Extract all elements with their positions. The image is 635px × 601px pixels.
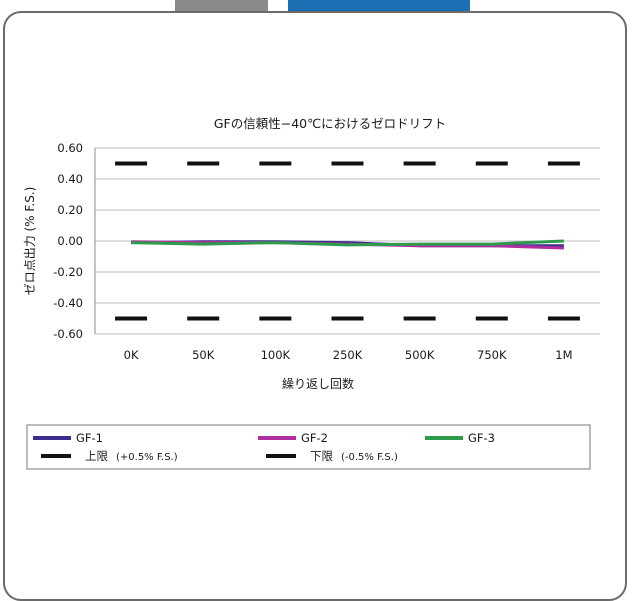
legend-label: 下限 (-0.5% F.S.) bbox=[310, 449, 398, 463]
x-tick-labels: 0K 50K 100K 250K 500K 750K 1M bbox=[124, 348, 573, 362]
y-tick-label: 0.20 bbox=[57, 203, 83, 217]
x-tick-label: 0K bbox=[124, 348, 139, 362]
grid-lines bbox=[94, 147, 600, 335]
legend-label: GF-2 bbox=[301, 431, 328, 445]
x-tick-label: 100K bbox=[261, 348, 291, 362]
chart-frame bbox=[3, 11, 627, 601]
legend-box bbox=[26, 424, 591, 470]
chart-svg: GFの信頼性−40℃におけるゼロドリフト 0.60 0.40 0.20 0.00 -0.… bbox=[23, 116, 600, 470]
x-tick-label: 50K bbox=[192, 348, 215, 362]
legend-label: 上限 (+0.5% F.S.) bbox=[85, 449, 178, 463]
y-axis-label: ゼロ点出力 (% F.S.) bbox=[23, 187, 37, 296]
x-tick-label: 750K bbox=[477, 348, 507, 362]
series-lines bbox=[115, 161, 580, 321]
series-line-gf-3 bbox=[131, 239, 564, 247]
legend: GF-1 GF-2 GF-3 上限 (+0.5% F.S.) 下限 (-0.5% F.S.) bbox=[26, 424, 591, 470]
y-tick-labels: 0.60 0.40 0.20 0.00 -0.20 -0.40 -0.60 bbox=[53, 141, 83, 341]
y-tick-label: -0.60 bbox=[53, 327, 83, 341]
x-tick-label: 1M bbox=[555, 348, 572, 362]
x-tick-label: 500K bbox=[405, 348, 435, 362]
legend-label: GF-3 bbox=[468, 431, 495, 445]
chart-title: GFの信頼性−40℃におけるゼロドリフト bbox=[214, 116, 446, 131]
tab-blue[interactable] bbox=[288, 0, 470, 12]
x-tick-label: 250K bbox=[333, 348, 363, 362]
legend-label: GF-1 bbox=[76, 431, 103, 445]
x-axis-label: 繰り返し回数 bbox=[282, 376, 354, 391]
y-tick-label: -0.40 bbox=[53, 296, 83, 310]
y-tick-label: 0.00 bbox=[57, 234, 83, 248]
tab-gray[interactable] bbox=[175, 0, 268, 12]
y-tick-label: -0.20 bbox=[53, 265, 83, 279]
y-tick-label: 0.40 bbox=[57, 172, 83, 186]
y-tick-label: 0.60 bbox=[57, 141, 83, 155]
